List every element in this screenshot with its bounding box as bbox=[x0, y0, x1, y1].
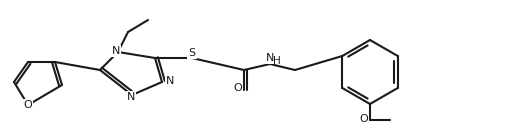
Text: N: N bbox=[112, 46, 120, 56]
Text: H: H bbox=[273, 56, 281, 66]
Text: O: O bbox=[23, 100, 32, 110]
Text: N: N bbox=[127, 92, 135, 102]
Text: O: O bbox=[360, 114, 368, 124]
Text: N: N bbox=[166, 76, 174, 86]
Text: N: N bbox=[266, 53, 274, 63]
Text: O: O bbox=[233, 83, 242, 93]
Text: S: S bbox=[188, 48, 196, 58]
